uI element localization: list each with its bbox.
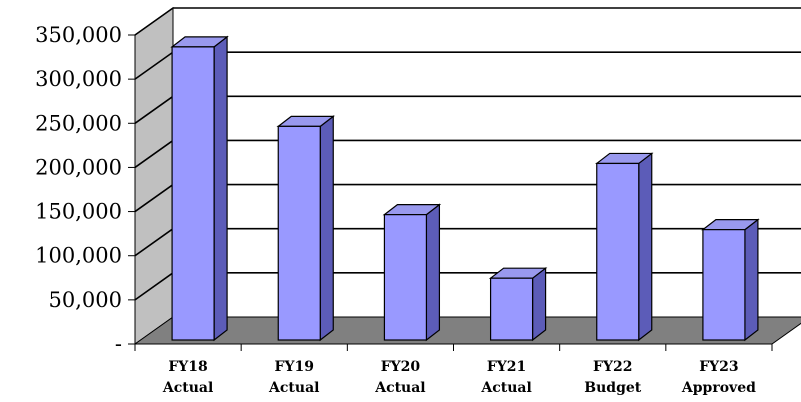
y-tick-label: 200,000 (35, 155, 122, 179)
bar-front (596, 162, 640, 341)
y-tick-label: 50,000 (49, 288, 122, 312)
bar-side (531, 266, 547, 342)
x-tick-label: FY23 (699, 359, 738, 375)
gridline (134, 7, 801, 36)
y-tick-label: 300,000 (35, 67, 122, 91)
y-tick-label: 100,000 (35, 244, 122, 268)
bar (170, 35, 229, 342)
bar-front (277, 125, 321, 341)
x-tick-label: Actual (162, 380, 213, 396)
y-tick-label: 350,000 (35, 23, 122, 47)
x-tick-label: FY19 (275, 359, 314, 375)
bar-front (702, 229, 746, 341)
bar (276, 115, 336, 342)
y-tick-label: - (115, 332, 122, 356)
bar (701, 218, 760, 342)
x-tick-label: Actual (480, 380, 531, 396)
bar-side (425, 203, 441, 342)
x-tick-label: FY21 (487, 359, 526, 375)
x-tick-label: FY18 (168, 359, 207, 375)
bar (594, 152, 654, 342)
x-tick-label: Approved (681, 380, 756, 396)
x-tick-label: Actual (374, 380, 425, 396)
bar-front (489, 277, 534, 341)
bar-side (319, 115, 334, 342)
x-tick-label: Budget (584, 380, 641, 396)
side-wall (134, 7, 174, 345)
x-tick-label: FY20 (381, 359, 421, 375)
x-tick-label: FY22 (593, 359, 632, 375)
bar-front (383, 214, 428, 341)
y-tick-label: 150,000 (35, 200, 122, 224)
y-tick-label: 250,000 (35, 111, 122, 135)
bar-front (171, 46, 215, 341)
bar-side (744, 218, 759, 342)
floor (133, 316, 801, 345)
bar-side (213, 35, 228, 342)
bar (382, 203, 442, 342)
bar (488, 266, 548, 342)
bar-side (638, 152, 653, 342)
x-tick-label: Actual (268, 380, 319, 396)
